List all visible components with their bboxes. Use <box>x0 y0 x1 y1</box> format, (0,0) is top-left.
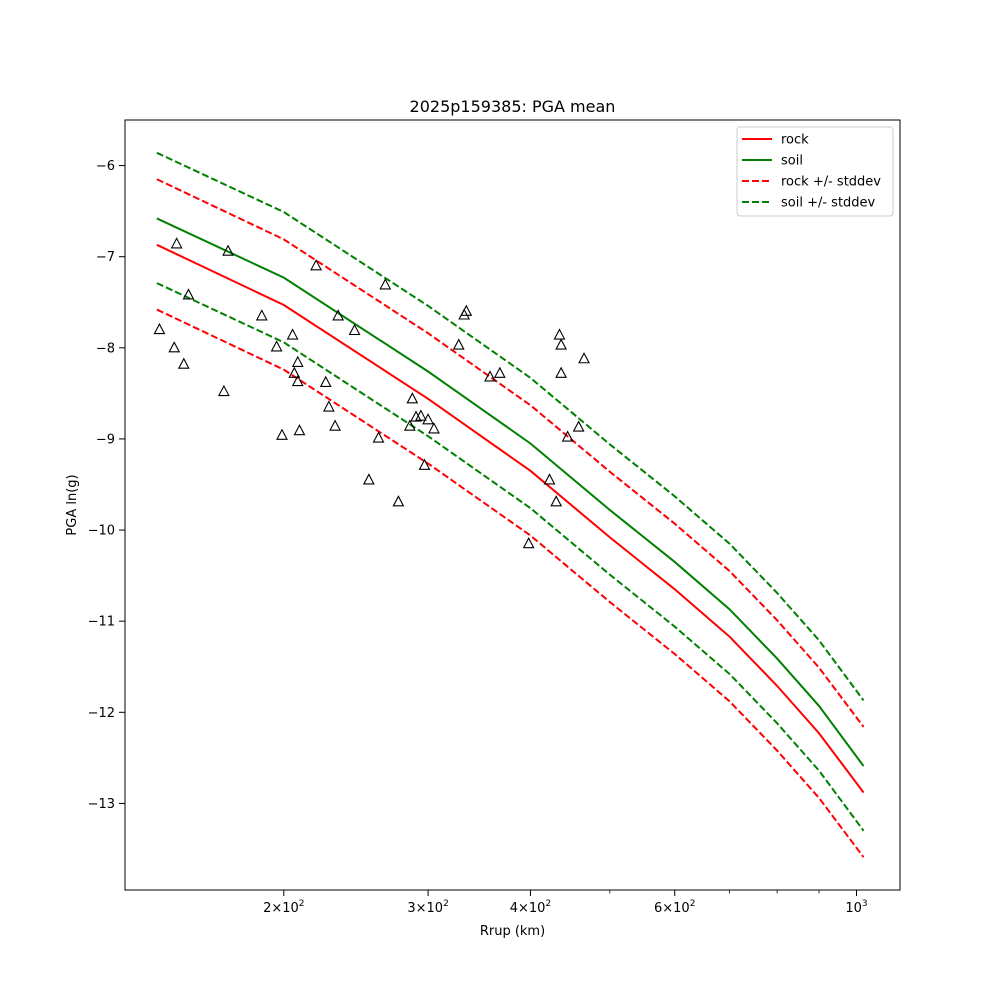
observation-marker <box>270 340 283 352</box>
y-tick-label: −9 <box>96 432 115 447</box>
observation-marker <box>288 366 301 378</box>
observation-marker <box>276 428 288 440</box>
legend-label: soil <box>781 154 803 169</box>
observation-marker <box>452 338 465 350</box>
y-axis-label: PGA ln(g) <box>65 474 80 535</box>
observation-marker <box>222 244 234 256</box>
series-line-4 <box>156 151 865 702</box>
observation-marker <box>493 366 506 378</box>
observation-marker <box>460 304 473 316</box>
observation-marker <box>329 419 341 431</box>
series-line-0 <box>156 243 865 794</box>
observation-marker <box>372 431 385 443</box>
observation-marker <box>177 357 190 369</box>
x-tick-label: 6×102 <box>654 899 695 916</box>
axes-frame <box>124 119 901 891</box>
observation-marker <box>392 495 405 507</box>
observation-marker <box>553 328 566 340</box>
observation-marker <box>255 309 268 321</box>
x-tick-label: 103 <box>845 899 867 916</box>
y-tick-label: −7 <box>96 250 115 265</box>
observation-marker <box>555 338 568 350</box>
observation-marker <box>332 309 345 321</box>
legend-label: soil +/- stddev <box>781 196 876 211</box>
x-tick-label: 4×102 <box>510 899 551 916</box>
observation-marker <box>182 288 195 300</box>
observation-marker <box>291 374 304 387</box>
y-tick-label: −11 <box>88 615 115 630</box>
series-line-5 <box>156 282 865 832</box>
series-line-3 <box>156 308 865 858</box>
observation-marker <box>153 322 166 335</box>
x-axis-label: Rrup (km) <box>480 924 545 939</box>
observation-marker <box>319 375 332 387</box>
y-tick-label: −12 <box>88 706 115 721</box>
observation-marker <box>522 537 535 549</box>
observation-marker <box>578 352 590 364</box>
y-tick-label: −10 <box>88 524 115 539</box>
observation-marker <box>406 392 419 404</box>
observation-marker <box>414 409 427 421</box>
observation-marker <box>428 422 440 434</box>
y-tick-label: −6 <box>96 159 115 174</box>
observation-marker <box>170 237 183 249</box>
chart-title: 2025p159385: PGA mean <box>410 97 616 116</box>
observation-marker <box>348 323 361 336</box>
legend: rock soil rock +/- stddev soil +/- stddev <box>736 126 894 217</box>
observation-marker <box>561 430 574 442</box>
y-tick-label: −8 <box>96 341 115 356</box>
observation-marker <box>322 400 335 412</box>
series-line-1 <box>156 217 865 767</box>
observation-marker <box>550 495 563 507</box>
observation-marker <box>310 259 323 271</box>
series-line-2 <box>156 178 865 728</box>
y-tick-label: −13 <box>88 797 115 812</box>
observation-marker <box>217 384 230 397</box>
plot-area <box>153 151 865 858</box>
axes: 2×102 3×102 4×102 6×102 103 −6 −7 −8 −9 −10 −11 −12… <box>88 119 901 916</box>
observation-marker <box>422 413 435 425</box>
observation-marker <box>168 341 181 353</box>
x-tick-label: 3×102 <box>407 899 448 916</box>
observation-marker <box>362 473 375 485</box>
legend-box <box>736 126 894 217</box>
observation-marker <box>555 366 568 378</box>
observation-marker <box>291 355 304 367</box>
observation-marker <box>293 424 306 436</box>
observation-marker <box>286 328 299 340</box>
observation-marker <box>403 419 416 431</box>
x-tick-label: 2×102 <box>263 899 304 916</box>
observation-marker <box>543 473 556 485</box>
observation-marker <box>379 278 392 290</box>
observation-marker <box>572 420 585 432</box>
observation-marker <box>418 458 431 470</box>
legend-label: rock <box>781 133 809 148</box>
observation-marker <box>484 370 496 382</box>
legend-label: rock +/- stddev <box>781 175 881 190</box>
